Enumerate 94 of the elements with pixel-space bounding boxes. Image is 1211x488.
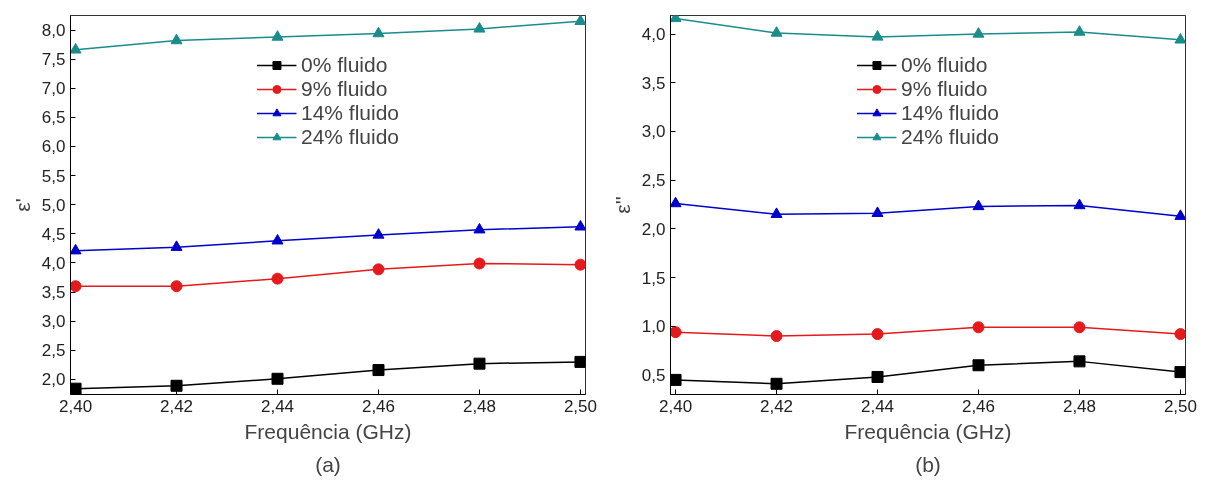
x-tick-label: 2,44 — [860, 396, 895, 416]
y-tick-label: 3,5 — [41, 283, 66, 303]
point — [670, 373, 682, 386]
legend-label: 24% fluido — [300, 125, 400, 149]
point — [473, 222, 486, 234]
point — [1073, 198, 1086, 210]
y-tick-label: 2,0 — [641, 219, 666, 239]
legend-label: 0% fluido — [900, 53, 988, 77]
point — [871, 206, 884, 217]
y-tick-label: 2,5 — [41, 341, 66, 361]
point — [670, 326, 682, 339]
y-tick-label: 6,0 — [41, 137, 66, 157]
x-axis-title: Frequência (GHz) — [844, 419, 1012, 443]
point — [271, 30, 284, 41]
point — [372, 263, 385, 276]
point — [170, 240, 183, 251]
point — [170, 33, 183, 45]
legend-label: 24% fluido — [900, 125, 1000, 149]
point — [372, 364, 385, 377]
x-tick-label: 2,42 — [159, 396, 194, 416]
y-tick-label: 6,5 — [41, 108, 66, 128]
point — [1174, 366, 1186, 379]
point — [473, 22, 486, 33]
point — [473, 257, 486, 270]
point — [770, 207, 783, 218]
legend-label: 0% fluido — [300, 53, 388, 77]
y-tick-label: 2,5 — [641, 171, 666, 191]
y-tick-label: 3,5 — [641, 73, 666, 93]
x-tick-label: 2,42 — [759, 396, 794, 416]
point — [170, 280, 183, 293]
point — [70, 243, 82, 255]
point — [574, 258, 586, 271]
point — [871, 328, 884, 341]
text: (a) — [315, 452, 341, 476]
y-axis-title: ε'' — [610, 196, 634, 214]
y-tick-label: 7,5 — [41, 50, 66, 70]
y-tick-label: 1,0 — [641, 317, 666, 337]
point — [70, 280, 82, 293]
point — [271, 233, 284, 245]
point — [1073, 355, 1086, 368]
point — [574, 15, 586, 25]
point — [1073, 321, 1086, 334]
y-tick-label: 3,0 — [41, 312, 66, 332]
point — [972, 321, 985, 334]
point — [972, 27, 985, 38]
legend-label: 9% fluido — [900, 77, 988, 101]
x-tick-label: 2,44 — [260, 396, 295, 416]
y-tick-label: 5,0 — [41, 195, 66, 215]
x-tick-label: 2,40 — [659, 396, 693, 416]
point — [372, 26, 385, 38]
point — [170, 379, 183, 392]
y-tick-label: 8,0 — [41, 21, 66, 41]
legend-label: 14% fluido — [300, 101, 400, 125]
point — [574, 355, 586, 368]
point — [972, 359, 985, 372]
y-tick-label: 4,0 — [641, 25, 666, 45]
point — [770, 330, 783, 343]
x-tick-label: 2,48 — [462, 396, 497, 416]
y-tick-label: 3,0 — [641, 122, 666, 142]
point — [972, 199, 985, 211]
point — [670, 196, 682, 208]
y-tick-label: 1,5 — [641, 268, 666, 288]
legend-label: 9% fluido — [300, 77, 388, 101]
y-tick-label: 0,5 — [641, 366, 666, 386]
y-axis-title: ε' — [10, 198, 34, 212]
y-tick-label: 5,5 — [41, 166, 66, 186]
point — [1073, 25, 1086, 36]
point — [871, 370, 884, 383]
legend-label: 14% fluido — [900, 101, 1000, 125]
point — [1174, 328, 1186, 341]
x-axis-title: Frequência (GHz) — [244, 419, 412, 443]
point — [372, 228, 385, 239]
y-tick-label: 4,5 — [41, 224, 66, 244]
y-tick-label: 7,0 — [41, 79, 66, 99]
point — [871, 30, 884, 41]
point — [271, 272, 284, 285]
point — [1174, 33, 1186, 44]
y-tick-label: 2,0 — [41, 370, 66, 390]
point — [574, 219, 586, 231]
x-tick-label: 2,46 — [361, 396, 396, 416]
point — [70, 382, 82, 395]
x-tick-label: 2,46 — [961, 396, 996, 416]
point — [1174, 209, 1186, 220]
y-tick-label: 4,0 — [41, 253, 66, 273]
point — [770, 26, 783, 37]
point — [770, 377, 783, 390]
x-tick-label: 2,40 — [59, 396, 93, 416]
x-tick-label: 2,50 — [563, 396, 597, 416]
x-tick-label: 2,50 — [1163, 396, 1197, 416]
point — [473, 357, 486, 370]
x-tick-label: 2,48 — [1062, 396, 1097, 416]
text: (b) — [915, 452, 941, 476]
point — [271, 372, 284, 385]
point — [70, 43, 82, 54]
